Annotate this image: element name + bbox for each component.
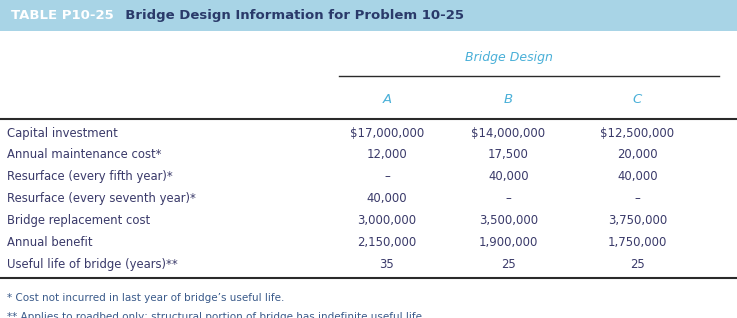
Text: 17,500: 17,500 <box>488 149 529 162</box>
Text: Resurface (every seventh year)*: Resurface (every seventh year)* <box>7 192 196 205</box>
Text: 3,500,000: 3,500,000 <box>479 214 538 227</box>
Text: –: – <box>384 170 390 183</box>
Text: 35: 35 <box>380 258 394 271</box>
Text: 2,150,000: 2,150,000 <box>357 236 416 249</box>
Text: Annual benefit: Annual benefit <box>7 236 93 249</box>
Text: $14,000,000: $14,000,000 <box>472 127 545 140</box>
Text: 40,000: 40,000 <box>617 170 658 183</box>
Text: 1,750,000: 1,750,000 <box>608 236 667 249</box>
Text: 25: 25 <box>501 258 516 271</box>
Text: 20,000: 20,000 <box>617 149 658 162</box>
Text: Annual maintenance cost*: Annual maintenance cost* <box>7 149 162 162</box>
Text: TABLE P10-25: TABLE P10-25 <box>11 9 113 22</box>
Text: 3,750,000: 3,750,000 <box>608 214 667 227</box>
Text: 12,000: 12,000 <box>366 149 408 162</box>
Text: 3,000,000: 3,000,000 <box>357 214 416 227</box>
FancyBboxPatch shape <box>0 0 737 31</box>
Text: 25: 25 <box>630 258 645 271</box>
Text: Bridge Design: Bridge Design <box>464 51 553 64</box>
Text: $12,500,000: $12,500,000 <box>601 127 674 140</box>
Text: 40,000: 40,000 <box>366 192 408 205</box>
Text: A: A <box>383 93 391 107</box>
Text: Useful life of bridge (years)**: Useful life of bridge (years)** <box>7 258 178 271</box>
Text: Bridge replacement cost: Bridge replacement cost <box>7 214 150 227</box>
Text: –: – <box>506 192 511 205</box>
Text: Resurface (every fifth year)*: Resurface (every fifth year)* <box>7 170 173 183</box>
Text: –: – <box>635 192 640 205</box>
Text: ** Applies to roadbed only; structural portion of bridge has indefinite useful l: ** Applies to roadbed only; structural p… <box>7 312 426 318</box>
Text: Bridge Design Information for Problem 10-25: Bridge Design Information for Problem 10… <box>116 9 464 22</box>
Text: 1,900,000: 1,900,000 <box>479 236 538 249</box>
Text: B: B <box>504 93 513 107</box>
Text: Capital investment: Capital investment <box>7 127 118 140</box>
Text: * Cost not incurred in last year of bridge’s useful life.: * Cost not incurred in last year of brid… <box>7 293 284 302</box>
Text: $17,000,000: $17,000,000 <box>350 127 424 140</box>
Text: 40,000: 40,000 <box>488 170 529 183</box>
Text: C: C <box>633 93 642 107</box>
